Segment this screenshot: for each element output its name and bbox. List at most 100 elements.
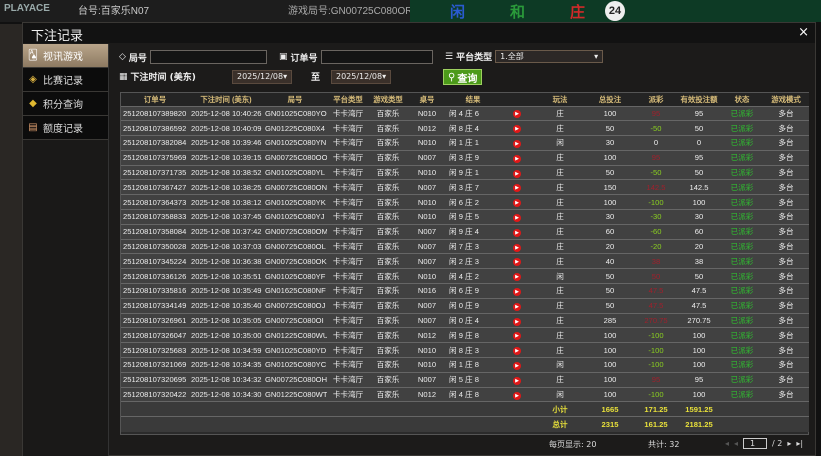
play-video-icon[interactable]: ▶ bbox=[513, 125, 521, 134]
ticket-icon: ◈ bbox=[29, 74, 37, 85]
table-row[interactable]: 251208107389820 2025-12-08 10:40:26 GN0102… bbox=[121, 105, 809, 121]
table-cell: 47.5 bbox=[677, 283, 721, 299]
platform-select[interactable]: 1.全部 ▾ bbox=[495, 50, 604, 63]
table-cell: 50 bbox=[677, 268, 721, 284]
table-row[interactable]: 251208107358833 2025-12-08 10:37:45 GN0102… bbox=[121, 209, 809, 225]
table-row[interactable]: 251208107345224 2025-12-08 10:36:38 GN0072… bbox=[121, 253, 809, 269]
table-cell: 已派彩 bbox=[721, 179, 763, 195]
empty-cell bbox=[447, 416, 499, 432]
page-input[interactable]: 1 bbox=[743, 438, 768, 449]
sidebar-item-live-games[interactable]: 🂡 视讯游戏 bbox=[23, 44, 108, 68]
play-video-icon[interactable]: ▶ bbox=[513, 332, 521, 341]
table-cell: 多台 bbox=[763, 283, 809, 299]
table-cell: 251208107382084 bbox=[121, 135, 189, 151]
table-row[interactable]: 251208107325683 2025-12-08 10:34:59 GN0102… bbox=[121, 342, 809, 358]
table-row[interactable]: 251208107375969 2025-12-08 10:39:15 GN0072… bbox=[121, 149, 809, 166]
table-row[interactable]: 251208107358084 2025-12-08 10:37:42 GN0072… bbox=[121, 223, 809, 240]
close-button[interactable]: × bbox=[798, 25, 809, 40]
table-row[interactable]: 251208107320422 2025-12-08 10:34:30 GN0122… bbox=[121, 386, 809, 402]
table-cell: 卡卡湾厅 bbox=[327, 357, 369, 373]
table-row[interactable]: 251208107386592 2025-12-08 10:40:09 GN0122… bbox=[121, 120, 809, 136]
table-cell: -30 bbox=[635, 209, 677, 225]
play-video-icon[interactable]: ▶ bbox=[513, 258, 521, 267]
table-cell: 百家乐 bbox=[369, 297, 407, 314]
play-video-icon[interactable]: ▶ bbox=[513, 302, 521, 311]
table-row[interactable]: 251208107371735 2025-12-08 10:38:52 GN0102… bbox=[121, 164, 809, 180]
play-video-icon[interactable]: ▶ bbox=[513, 287, 521, 296]
table-row[interactable]: 251208107364373 2025-12-08 10:38:12 GN0102… bbox=[121, 194, 809, 210]
play-video-icon[interactable]: ▶ bbox=[513, 273, 521, 282]
round-input[interactable] bbox=[149, 50, 267, 64]
date-to-select[interactable]: 2025/12/08▾ bbox=[331, 70, 392, 84]
last-page-icon[interactable]: ▸| bbox=[796, 439, 804, 448]
play-video-icon[interactable]: ▶ bbox=[513, 199, 521, 208]
table-cell: 庄 bbox=[535, 371, 585, 388]
table-row[interactable]: 251208107350028 2025-12-08 10:37:03 GN0072… bbox=[121, 238, 809, 254]
play-video-icon[interactable]: ▶ bbox=[513, 391, 521, 400]
table-cell: 251208107320695 bbox=[121, 371, 189, 388]
sidebar-item-match-records[interactable]: ◈ 比赛记录 bbox=[23, 68, 108, 92]
play-video-icon[interactable]: ▶ bbox=[513, 184, 521, 193]
date-from-select[interactable]: 2025/12/08▾ bbox=[232, 70, 293, 84]
play-video-icon[interactable]: ▶ bbox=[513, 317, 521, 326]
table-cell: 多台 bbox=[763, 327, 809, 343]
table-row[interactable]: 251208107334149 2025-12-08 10:35:40 GN0072… bbox=[121, 297, 809, 314]
table-cell: 多台 bbox=[763, 194, 809, 210]
table-cell: 庄 bbox=[535, 179, 585, 195]
date-from-value: 2025/12/08 bbox=[237, 72, 284, 81]
pagination-bar: 每页显示: 20 共计: 32 ◂ ◂ 1 / 2 ▸ ▸| bbox=[120, 435, 809, 455]
first-page-icon[interactable]: ◂ bbox=[725, 439, 730, 448]
play-video-icon[interactable]: ▶ bbox=[513, 213, 521, 222]
table-cell: 2025-12-08 10:34:32 bbox=[189, 371, 263, 388]
table-row[interactable]: 251208107382084 2025-12-08 10:39:46 GN0102… bbox=[121, 135, 809, 151]
table-row[interactable]: 251208107367427 2025-12-08 10:38:25 GN0072… bbox=[121, 179, 809, 195]
table-cell: 闲 bbox=[535, 268, 585, 284]
prev-page-icon[interactable]: ◂ bbox=[734, 439, 739, 448]
play-video-icon[interactable]: ▶ bbox=[513, 228, 521, 237]
query-button[interactable]: ⚲ 查询 bbox=[443, 69, 483, 85]
order-input[interactable] bbox=[320, 50, 433, 64]
play-video-icon[interactable]: ▶ bbox=[513, 347, 521, 356]
game-round-label: 游戏局号:GN00725C080OR bbox=[288, 6, 413, 17]
column-header: 总投注 bbox=[585, 93, 635, 106]
table-cell: 百家乐 bbox=[369, 371, 407, 388]
table-row[interactable]: 251208107320695 2025-12-08 10:34:32 GN0072… bbox=[121, 371, 809, 388]
sidebar-item-credit-records[interactable]: ▤ 额度记录 bbox=[23, 116, 108, 140]
to-label: 至 bbox=[311, 73, 321, 83]
video-replay-cell: ▶ bbox=[499, 105, 535, 121]
play-video-icon[interactable]: ▶ bbox=[513, 154, 521, 163]
play-video-icon[interactable]: ▶ bbox=[513, 243, 521, 252]
table-row[interactable]: 251208107321069 2025-12-08 10:34:35 GN0102… bbox=[121, 357, 809, 373]
table-row[interactable]: 251208107336126 2025-12-08 10:35:51 GN0102… bbox=[121, 268, 809, 284]
table-row[interactable]: 251208107326961 2025-12-08 10:35:05 GN0072… bbox=[121, 312, 809, 328]
road-map: 闲 和 庄 24 bbox=[410, 0, 821, 22]
table-cell: N010 bbox=[407, 135, 447, 151]
table-cell: 50 bbox=[585, 164, 635, 180]
table-cell: -20 bbox=[635, 238, 677, 254]
table-cell: 95 bbox=[677, 149, 721, 166]
next-page-icon[interactable]: ▸ bbox=[787, 439, 792, 448]
video-replay-cell: ▶ bbox=[499, 386, 535, 402]
query-label: 查询 bbox=[457, 73, 478, 85]
table-cell: 20 bbox=[585, 238, 635, 254]
table-cell: N010 bbox=[407, 357, 447, 373]
subtotal-bet: 1665 bbox=[585, 401, 635, 417]
table-cell: 卡卡湾厅 bbox=[327, 253, 369, 269]
play-video-icon[interactable]: ▶ bbox=[513, 361, 521, 370]
table-row[interactable]: 251208107335816 2025-12-08 10:35:49 GN0162… bbox=[121, 283, 809, 299]
table-cell: 百家乐 bbox=[369, 223, 407, 240]
table-cell: 卡卡湾厅 bbox=[327, 342, 369, 358]
sidebar-item-points[interactable]: ◆ 积分查询 bbox=[23, 92, 108, 116]
table-cell: 100 bbox=[585, 149, 635, 166]
table-cell: 卡卡湾厅 bbox=[327, 164, 369, 180]
video-replay-cell: ▶ bbox=[499, 209, 535, 225]
table-cell: 多台 bbox=[763, 342, 809, 358]
table-row[interactable]: 251208107326047 2025-12-08 10:35:00 GN0122… bbox=[121, 327, 809, 343]
play-video-icon[interactable]: ▶ bbox=[513, 169, 521, 178]
table-cell: 251208107320422 bbox=[121, 386, 189, 402]
play-video-icon[interactable]: ▶ bbox=[513, 110, 521, 119]
table-cell: 庄 bbox=[535, 283, 585, 299]
subtotal-valid: 1591.25 bbox=[677, 401, 721, 417]
play-video-icon[interactable]: ▶ bbox=[513, 376, 521, 385]
play-video-icon[interactable]: ▶ bbox=[513, 139, 521, 148]
